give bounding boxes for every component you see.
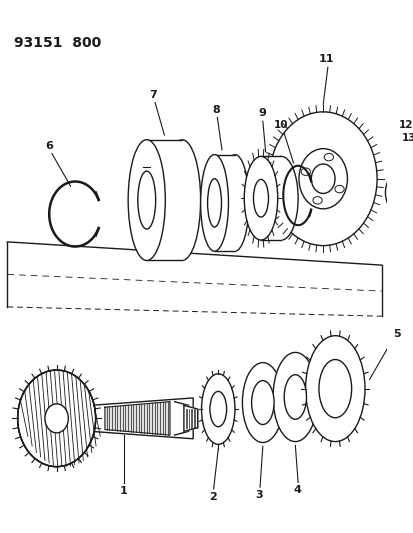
Ellipse shape [395,182,413,215]
Ellipse shape [401,191,411,206]
Ellipse shape [18,370,95,467]
Ellipse shape [264,157,297,240]
Text: 10: 10 [273,120,288,131]
Text: 2: 2 [208,492,216,502]
Polygon shape [183,406,197,431]
Ellipse shape [300,168,310,175]
Ellipse shape [242,362,282,442]
Ellipse shape [273,352,317,441]
Text: 7: 7 [149,90,157,100]
Text: 93151  800: 93151 800 [14,36,101,50]
Ellipse shape [334,185,343,193]
Text: 12: 12 [398,120,412,131]
Ellipse shape [209,391,226,427]
Text: 6: 6 [45,141,53,151]
Ellipse shape [318,360,351,418]
Text: 4: 4 [292,485,300,495]
Text: 5: 5 [392,329,399,340]
Polygon shape [104,402,170,435]
Polygon shape [214,155,235,251]
Ellipse shape [45,404,68,433]
Ellipse shape [385,171,413,215]
Ellipse shape [138,171,155,229]
Ellipse shape [221,155,248,251]
Ellipse shape [207,179,221,227]
Ellipse shape [128,140,165,261]
Ellipse shape [251,381,273,424]
Text: 9: 9 [257,108,265,118]
Polygon shape [146,140,182,261]
Ellipse shape [163,140,200,261]
Text: 1: 1 [119,486,127,496]
Ellipse shape [311,164,334,193]
Ellipse shape [312,197,321,204]
Text: 8: 8 [212,104,220,115]
Polygon shape [91,398,193,439]
Ellipse shape [283,375,306,419]
Ellipse shape [200,155,228,251]
Polygon shape [260,157,281,240]
Ellipse shape [244,157,277,240]
Ellipse shape [201,374,235,445]
Ellipse shape [253,180,268,217]
Ellipse shape [298,149,347,209]
Text: 3: 3 [255,490,262,500]
Ellipse shape [323,154,333,161]
Ellipse shape [269,112,376,246]
Text: 13: 13 [401,133,413,143]
Ellipse shape [394,183,409,203]
Ellipse shape [305,336,364,441]
Text: 11: 11 [318,54,334,64]
